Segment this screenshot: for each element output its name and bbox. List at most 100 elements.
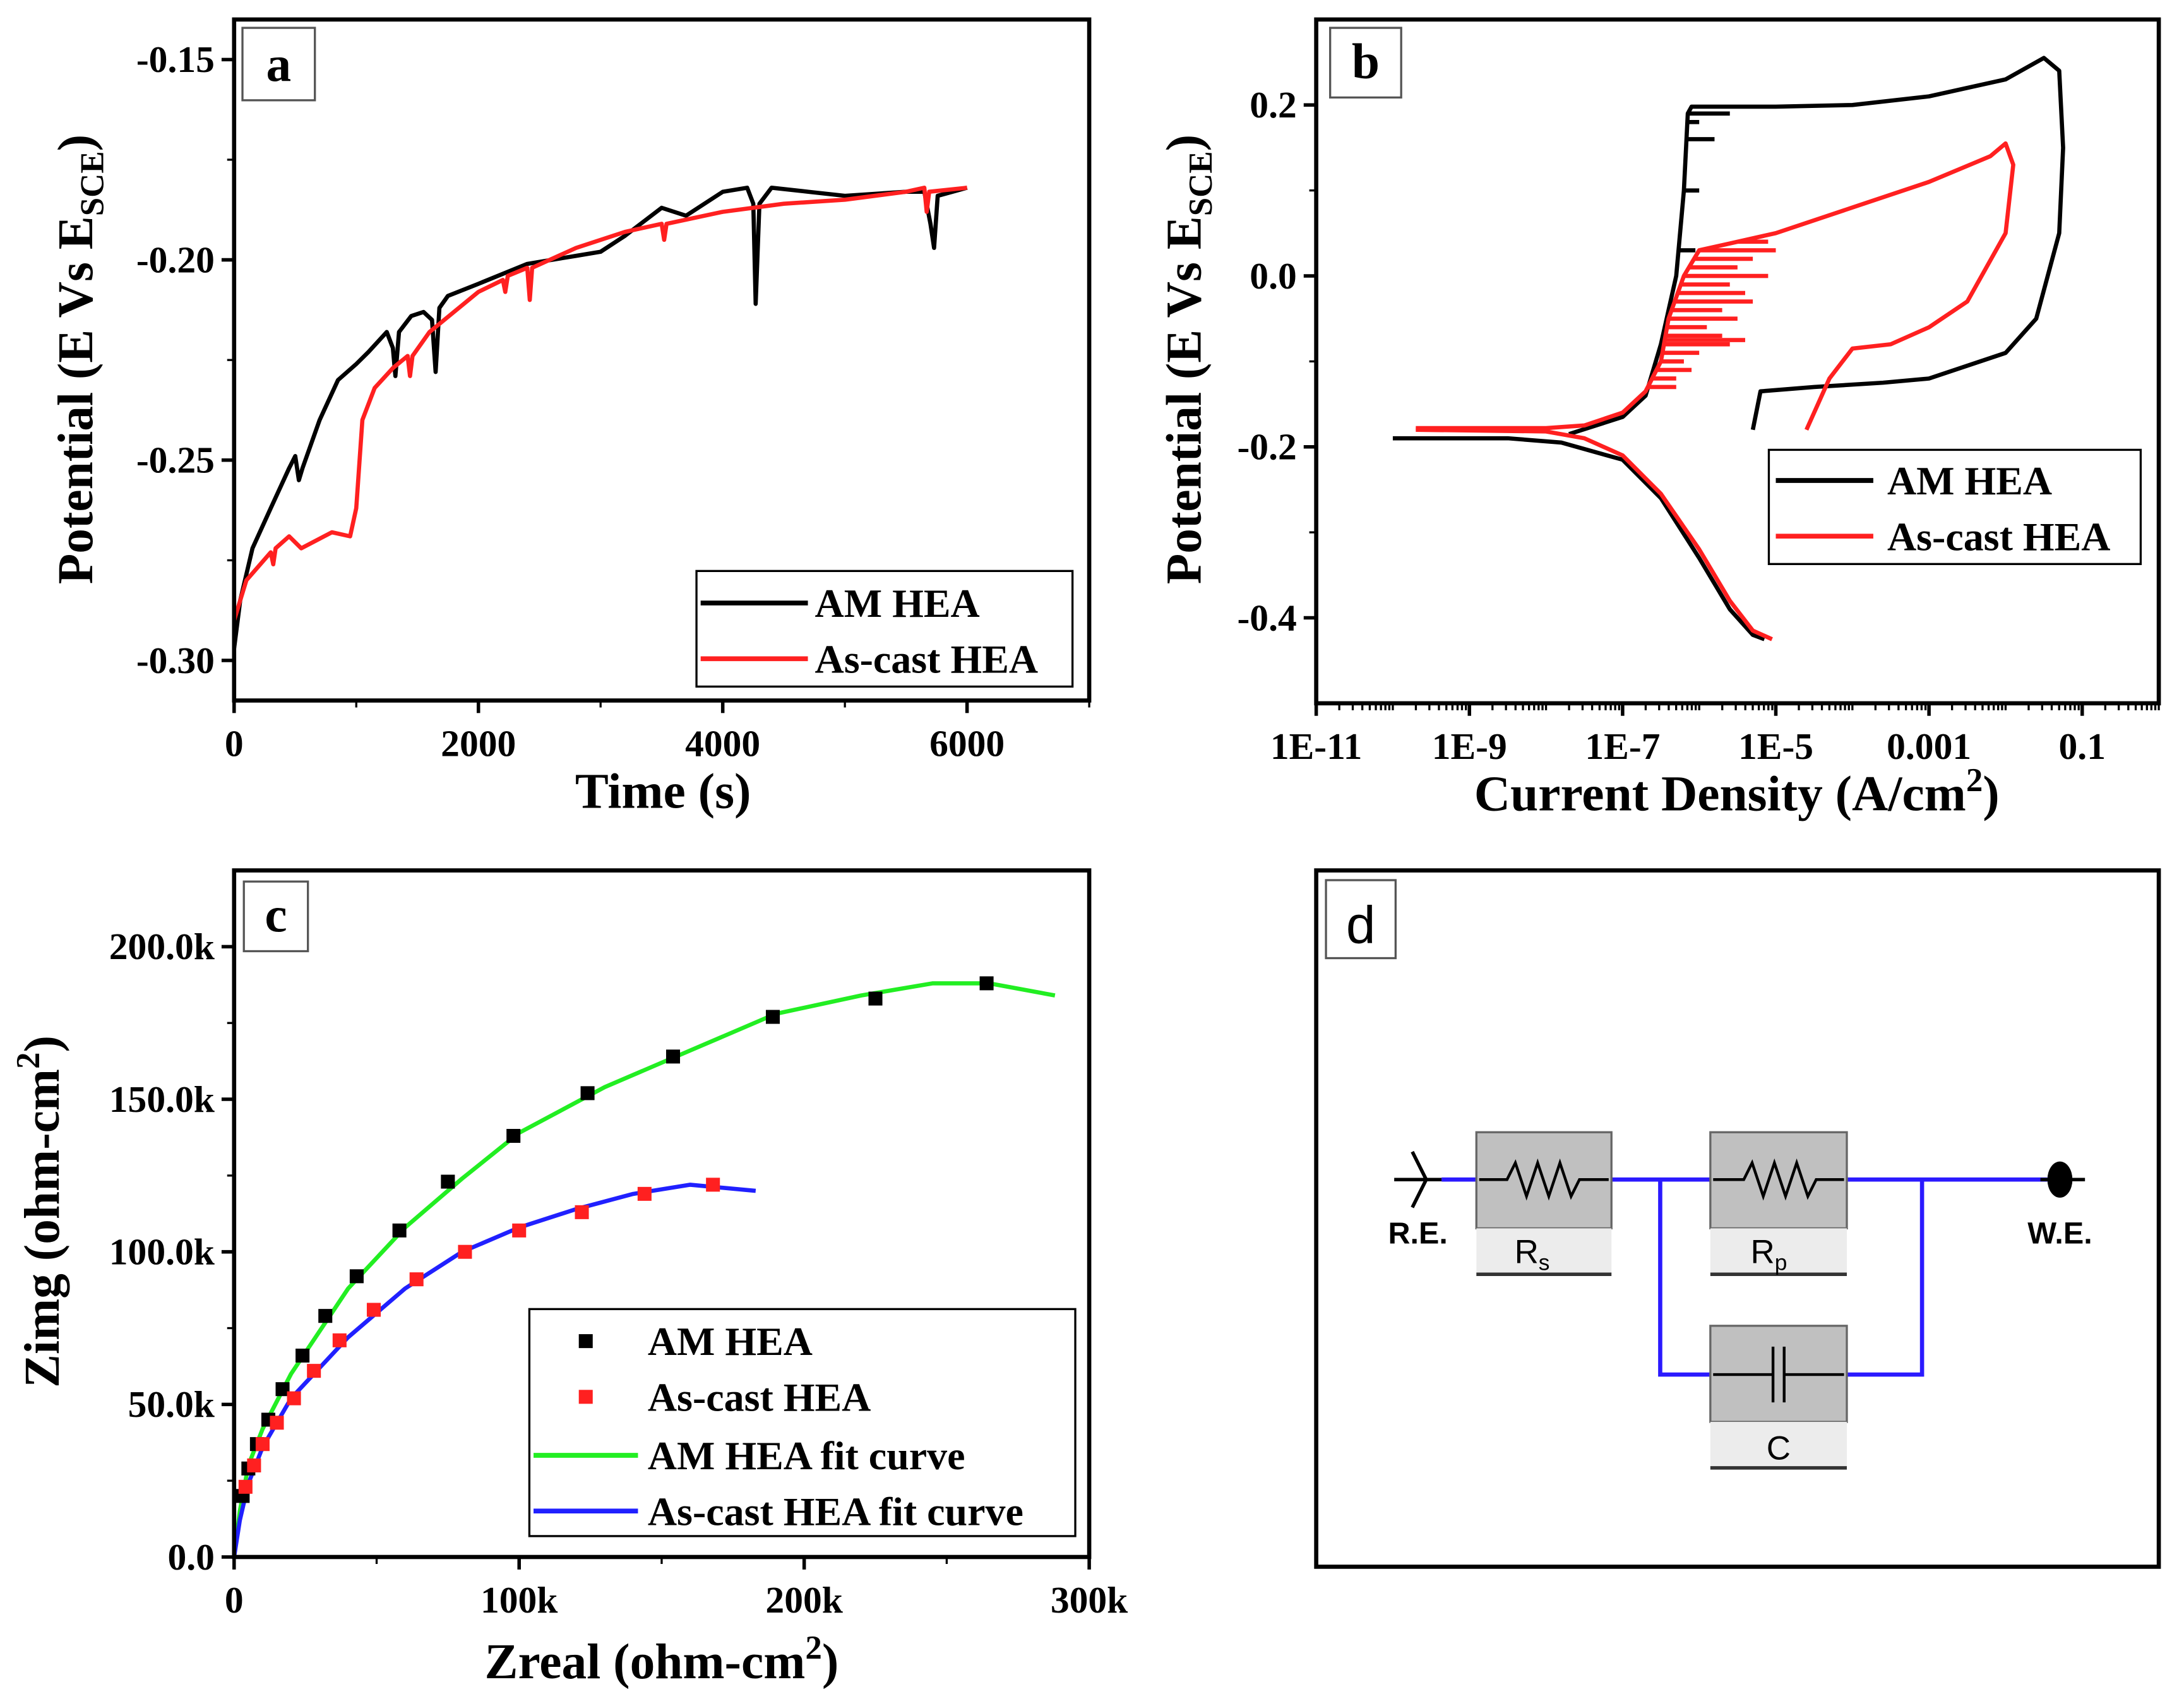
x-axis-label: Zreal (ohm-cm2)	[485, 1630, 839, 1690]
legend-label: As-cast HEA	[815, 636, 1039, 681]
x-tick-label: 1E-5	[1738, 725, 1813, 767]
panel-label: b	[1352, 34, 1380, 90]
panel-a-chart: 0 2000 4000 6000 -0.15 -0.20 -0.25 -0.30 a AM HEA…	[48, 17, 1092, 819]
data-point-ascast	[575, 1205, 589, 1219]
reference-electrode-icon	[1394, 1150, 1442, 1208]
anodic-branch-ascast	[1416, 141, 2015, 431]
rs-label: Rs	[1515, 1234, 1550, 1275]
data-point-ascast	[247, 1458, 261, 1473]
panel-d-circuit: d R.E. W.E. Rs	[1314, 868, 2161, 1569]
panel-label-box	[242, 880, 309, 953]
y-axis-label-main: Zimg (ohm-cm	[15, 1069, 70, 1388]
y-tick-label: -0.30	[136, 640, 215, 681]
legend-label: AM HEA	[648, 1319, 813, 1364]
resistor-icon	[1713, 1158, 1844, 1201]
legend-label: AM HEA	[1887, 458, 2052, 503]
y-tick-label: 0.0	[1250, 255, 1296, 297]
y-tick-label: 50.0k	[128, 1383, 215, 1425]
rp-label: Rp	[1751, 1234, 1787, 1275]
x-tick-label: 0.001	[1887, 725, 1971, 767]
we-label: W.E.	[2027, 1217, 2092, 1251]
legend-label: AM HEA fit curve	[648, 1433, 965, 1478]
y-tick-label: -0.4	[1237, 597, 1296, 638]
legend-frame	[528, 1308, 1077, 1537]
y-axis-label-main: Potential (E Vs E	[1157, 216, 1212, 584]
x-axis-label-main: Current Density (A/cm	[1474, 767, 1966, 822]
legend-label: AM HEA	[815, 581, 980, 626]
data-point-ascast	[270, 1416, 284, 1430]
x-tick-label: 100k	[480, 1579, 558, 1621]
data-point-am	[506, 1129, 521, 1143]
y-axis-label-script: SCE	[1183, 151, 1219, 216]
y-tick-label: 0.2	[1250, 84, 1296, 126]
x-tick-label: 0	[225, 1579, 244, 1621]
x-axis-label: Current Density (A/cm2)	[1474, 762, 2000, 822]
legend-frame	[1767, 448, 2142, 565]
x-tick-label: 1E-7	[1585, 725, 1660, 767]
rp-label-sub: p	[1775, 1251, 1787, 1275]
data-point-ascast	[307, 1364, 321, 1378]
rp-resistor[interactable]: Rp	[1709, 1131, 1848, 1276]
y-axis-label: Potential (E Vs ESCE)	[1157, 134, 1220, 584]
y-tick-label: 0.0	[167, 1536, 214, 1578]
panel-b-chart: 1E-11 1E-9 1E-7 1E-5 0.001 0.1 0.2 0.0 -0.2 -0.4 b…	[1157, 17, 2161, 822]
y-axis-label-end: )	[48, 134, 104, 151]
panel-label-box	[1329, 27, 1402, 99]
panel-c-chart: 0 100k 200k 300k 0.0 50.0k 100.0k 150.0k 200.0k c…	[10, 868, 1128, 1690]
data-point-ascast	[409, 1272, 424, 1287]
legend: AM HEA As-cast HEA	[695, 570, 1074, 688]
data-point-ascast	[238, 1479, 253, 1494]
x-tick-label: 300k	[1051, 1579, 1128, 1621]
c-capacitor[interactable]: C	[1709, 1325, 1848, 1470]
data-point-ascast	[366, 1303, 381, 1317]
working-electrode-icon	[2040, 1161, 2086, 1198]
anodic-branch-am	[1568, 56, 2065, 436]
y-tick-label: -0.2	[1237, 426, 1296, 468]
y-tick-label: 150.0k	[109, 1078, 215, 1120]
data-point-am	[318, 1309, 333, 1323]
data-point-ascast	[512, 1223, 527, 1238]
rs-label-sub: s	[1539, 1251, 1550, 1275]
x-axis-label-end: )	[1983, 767, 1999, 822]
plot-frame	[1314, 17, 2161, 706]
panel-d-frame	[1314, 868, 2161, 1569]
circuit-wires	[1441, 1177, 2048, 1377]
y-axis-label-main: Potential (E Vs E	[48, 216, 104, 584]
rs-label-main: R	[1515, 1234, 1539, 1271]
y-axis-label-script: 2	[10, 1053, 47, 1069]
panel-d-label: d	[1346, 895, 1376, 954]
y-axis-label-end: )	[1157, 134, 1212, 151]
y-tick-label: -0.15	[136, 39, 215, 80]
x-axis-label-sup: 2	[1966, 762, 1983, 799]
legend-frame	[695, 570, 1074, 688]
legend: AM HEA As-cast HEA	[1767, 448, 2142, 565]
rs-resistor[interactable]: Rs	[1475, 1131, 1613, 1276]
panel-d-label-box	[1325, 879, 1397, 960]
x-axis-label-sup: 2	[805, 1630, 821, 1666]
x-tick-label: 6000	[929, 723, 1005, 765]
data-point-am	[295, 1348, 310, 1363]
y-axis-label-script: SCE	[74, 151, 110, 216]
data-point-am	[441, 1174, 455, 1189]
capacitor-icon	[1713, 1346, 1844, 1403]
series-line-am	[232, 186, 968, 649]
data-point-ascast	[706, 1178, 720, 1192]
legend-marker	[578, 1334, 593, 1349]
data-point-am	[349, 1269, 364, 1284]
x-axis-label-end: )	[822, 1634, 838, 1690]
cathodic-branch-am	[1392, 436, 1765, 641]
y-axis-label: Potential (E Vs ESCE)	[48, 134, 111, 584]
data-point-am	[392, 1223, 407, 1238]
x-tick-label: 2000	[441, 723, 516, 765]
x-tick-label: 1E-9	[1432, 725, 1507, 767]
y-axis-label-end: )	[15, 1035, 70, 1052]
legend-label: As-cast HEA	[648, 1375, 871, 1419]
data-point-am	[979, 976, 994, 991]
data-point-ascast	[255, 1437, 270, 1452]
y-tick-label: 100.0k	[109, 1231, 215, 1273]
panel-label-box	[241, 27, 316, 102]
x-tick-label: 0	[225, 723, 244, 765]
x-tick-label: 200k	[765, 1579, 843, 1621]
panel-label: c	[265, 888, 287, 943]
